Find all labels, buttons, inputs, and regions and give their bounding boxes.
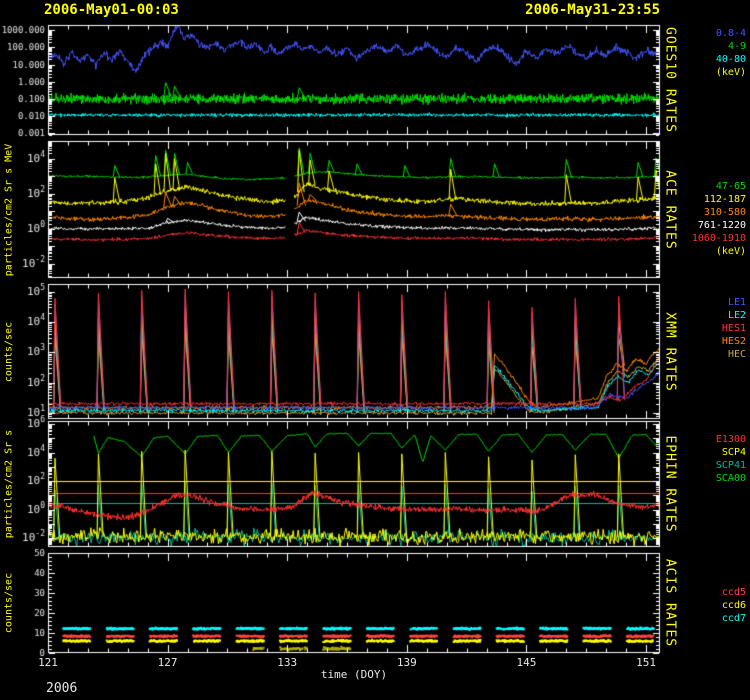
x-axis-label: time (DOY) (48, 668, 660, 681)
legend-item: HES2 (686, 335, 746, 348)
legend-item: HEC (686, 348, 746, 361)
legend-goes10: 0.8-44-940-80(keV) (686, 27, 746, 79)
panel-title-xmm-rates: XMM RATES (663, 312, 678, 391)
y-axis-title-xmm: counts/sec (4, 321, 15, 381)
legend-item: HES1 (686, 322, 746, 335)
legend-item: 112-187 (686, 193, 746, 206)
chart-canvas (0, 0, 750, 700)
legend-ace: 47-65112-187310-580761-12201060-1910(keV… (686, 180, 746, 258)
radiation-summary-plot: 2006-May01-00:03 2006-May31-23:55 partic… (0, 0, 750, 700)
legend-xmm: LE1LE2HES1HES2HEC (686, 296, 746, 361)
end-date: 2006-May31-23:55 (48, 2, 660, 18)
panel-title-ephin-rates: EPHIN RATES (663, 435, 678, 532)
legend-acis: ccd5ccd6ccd7 (686, 586, 746, 625)
legend-item: ccd6 (686, 599, 746, 612)
legend-item: SCA00 (686, 472, 746, 485)
legend-item: 761-1220 (686, 219, 746, 232)
legend-item: E1300 (686, 433, 746, 446)
legend-item: ccd5 (686, 586, 746, 599)
legend-item: LE2 (686, 309, 746, 322)
legend-item: LE1 (686, 296, 746, 309)
legend-item: 4-9 (686, 40, 746, 53)
panel-title-goes10-rates: GOES10 RATES (663, 27, 678, 133)
legend-ephin: E1300SCP4SCP41SCA00 (686, 433, 746, 485)
legend-item: ccd7 (686, 612, 746, 625)
legend-item: 0.8-4 (686, 27, 746, 40)
legend-item: 310-580 (686, 206, 746, 219)
year-label: 2006 (46, 681, 77, 696)
legend-item: (keV) (686, 66, 746, 79)
panel-title-ace-rates: ACE RATES (663, 170, 678, 249)
legend-item: 40-80 (686, 53, 746, 66)
legend-item: SCP41 (686, 459, 746, 472)
y-axis-title-ace: particles/cm2 Sr s MeV (4, 143, 15, 275)
legend-item: 47-65 (686, 180, 746, 193)
legend-item: SCP4 (686, 446, 746, 459)
panel-title-acis-rates: ACIS RATES (663, 559, 678, 647)
legend-item: 1060-1910 (686, 232, 746, 245)
y-axis-title-acis: counts/sec (4, 573, 15, 633)
legend-item: (keV) (686, 245, 746, 258)
y-axis-title-ephin: particles/cm2 Sr s (4, 430, 15, 538)
